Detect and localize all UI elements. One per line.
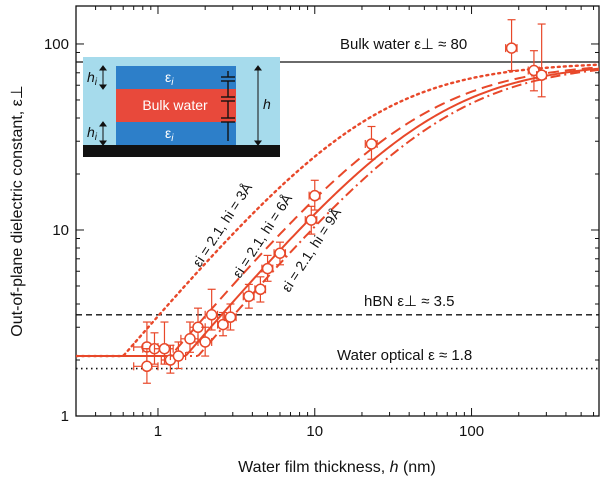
- inset-h-label: h: [263, 96, 271, 112]
- data-marker: [184, 333, 196, 345]
- data-marker: [505, 42, 518, 54]
- y-axis-title: Out-of-plane dielectric constant, ε⊥: [9, 85, 26, 336]
- data-marker: [224, 311, 237, 323]
- data-point: [273, 241, 287, 266]
- data-point: [204, 288, 219, 331]
- x-axis-title: Water film thickness, h (nm): [238, 459, 436, 476]
- data-marker: [365, 138, 378, 150]
- data-marker: [199, 336, 211, 348]
- data-marker: [172, 350, 185, 362]
- data-point: [505, 19, 518, 72]
- x-tick-label-10: 10: [306, 423, 323, 440]
- y-tick-label-10: 10: [52, 222, 69, 239]
- hbn-label: hBN ε⊥ ≈ 3.5: [364, 293, 455, 310]
- data-marker: [305, 214, 318, 226]
- model-curve-dotted: [76, 63, 599, 358]
- data-point: [153, 321, 174, 365]
- inset-hi-bottom-arrow: [99, 121, 107, 146]
- plot-frame: [75, 5, 600, 417]
- data-point: [308, 179, 321, 211]
- inset-top-eps-label: εi: [165, 69, 174, 88]
- data-marker: [243, 290, 255, 303]
- axis-ticks: [75, 6, 599, 417]
- y-tick-label-100: 100: [44, 36, 69, 53]
- inset-bulk-label: Bulk water: [142, 97, 208, 113]
- inset-hi-bottom-label: hi: [87, 124, 98, 143]
- model-curves: [76, 63, 599, 358]
- data-marker: [205, 309, 218, 321]
- data-point: [261, 254, 274, 282]
- inset-schematic: εi Bulk water εi hi hi h: [83, 57, 280, 157]
- data-marker: [274, 247, 286, 259]
- data-point: [223, 303, 237, 331]
- data-point: [254, 276, 267, 303]
- data-marker: [254, 283, 267, 296]
- data-marker: [217, 318, 229, 331]
- data-point: [527, 50, 540, 92]
- data-points: [133, 19, 548, 384]
- data-point: [133, 348, 159, 384]
- data-point: [216, 311, 229, 337]
- inset-hi-top-label: hi: [87, 69, 98, 88]
- inset-bottom-interface-layer: [116, 122, 236, 145]
- inset-hi-top-arrow: [99, 65, 107, 90]
- water-optical-label: Water optical ε ≈ 1.8: [337, 347, 472, 364]
- inset-top-interface-layer: [116, 66, 236, 89]
- data-point: [364, 125, 378, 160]
- inset-h-arrow: [254, 65, 262, 146]
- x-tick-label-100: 100: [459, 423, 484, 440]
- model-curve-dashdot: [76, 68, 599, 358]
- inset-substrate: [83, 145, 280, 157]
- inset-bulk-water-layer: [116, 89, 236, 122]
- data-marker: [261, 262, 274, 275]
- bulk-water-label: Bulk water ε⊥ ≈ 80: [340, 36, 467, 53]
- data-marker: [141, 360, 153, 373]
- data-point: [197, 326, 213, 357]
- data-marker: [158, 342, 171, 355]
- data-point: [242, 283, 255, 309]
- y-tick-label-1: 1: [61, 408, 69, 425]
- data-marker: [309, 189, 321, 202]
- inset-capacitor-icon: [221, 71, 235, 141]
- inset-bottom-eps-label: εi: [165, 125, 174, 144]
- data-marker: [535, 69, 548, 81]
- x-tick-label-1: 1: [154, 423, 162, 440]
- data-point: [535, 23, 548, 98]
- data-point: [304, 205, 318, 235]
